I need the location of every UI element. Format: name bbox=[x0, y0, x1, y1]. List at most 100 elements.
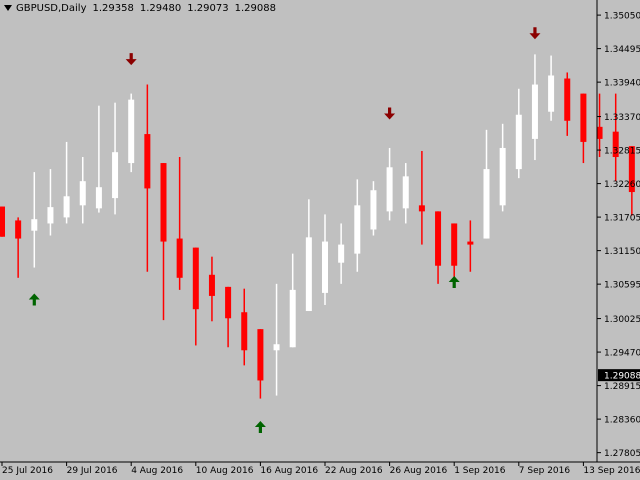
symbol-timeframe: GBPUSD,Daily bbox=[16, 2, 87, 14]
candle bbox=[548, 55, 555, 121]
candle-body bbox=[564, 78, 571, 121]
arrow-down-icon bbox=[125, 53, 137, 66]
candle bbox=[402, 163, 409, 224]
arrow-down-icon bbox=[529, 27, 541, 40]
candle-body bbox=[31, 219, 38, 231]
candle-body bbox=[418, 205, 425, 212]
price-label: 1.33940 bbox=[604, 79, 640, 89]
arrow-up-icon bbox=[254, 420, 266, 433]
candle-body bbox=[176, 238, 183, 278]
candle-body bbox=[305, 237, 312, 312]
date-label: 25 Jul 2016 bbox=[2, 466, 53, 476]
candle-body bbox=[47, 207, 54, 224]
date-label: 4 Aug 2016 bbox=[131, 466, 183, 476]
candle bbox=[354, 179, 361, 272]
arrow-down-icon bbox=[384, 107, 396, 120]
candle-body bbox=[144, 134, 151, 189]
candle bbox=[128, 93, 135, 173]
candle bbox=[15, 217, 22, 278]
candle-body bbox=[63, 196, 70, 218]
arrow-up-icon bbox=[448, 276, 460, 289]
candle bbox=[322, 214, 328, 305]
price-label: 1.32260 bbox=[604, 180, 640, 190]
candle-body bbox=[95, 187, 102, 209]
arrow-up-icon bbox=[28, 293, 40, 306]
price-label: 1.31705 bbox=[604, 214, 640, 224]
candle-body bbox=[386, 167, 393, 212]
candle-body bbox=[79, 181, 86, 206]
candle-body bbox=[515, 114, 522, 170]
candle bbox=[467, 220, 474, 272]
date-label: 7 Sep 2016 bbox=[519, 466, 571, 476]
current-price-marker bbox=[598, 369, 640, 382]
candle bbox=[305, 199, 312, 312]
candle bbox=[241, 288, 248, 366]
candle-body bbox=[612, 131, 619, 158]
candle bbox=[612, 93, 619, 182]
candle bbox=[192, 247, 199, 346]
date-label: 16 Aug 2016 bbox=[260, 466, 318, 476]
candle bbox=[580, 93, 587, 164]
ohlc-high: 1.29480 bbox=[139, 2, 182, 14]
candle bbox=[47, 169, 54, 236]
candle bbox=[144, 84, 151, 272]
ohlc-open: 1.29358 bbox=[92, 2, 134, 14]
candle-body bbox=[499, 147, 506, 206]
candle-body bbox=[128, 99, 135, 164]
date-label: 1 Sep 2016 bbox=[454, 466, 506, 476]
candle-body bbox=[467, 241, 474, 245]
price-label: 1.30595 bbox=[604, 281, 640, 291]
candle-body bbox=[208, 274, 215, 296]
current-price-label: 1.29088 bbox=[604, 372, 640, 382]
candle bbox=[257, 329, 264, 399]
caret-down-icon[interactable] bbox=[4, 5, 12, 11]
price-label: 1.32815 bbox=[604, 147, 640, 157]
ohlc-low: 1.29073 bbox=[187, 2, 229, 14]
candles-layer bbox=[0, 54, 635, 399]
candle bbox=[515, 88, 522, 179]
candle-body bbox=[322, 241, 328, 293]
candle bbox=[386, 147, 393, 221]
candle-body bbox=[402, 176, 409, 209]
candle bbox=[564, 72, 571, 136]
candle-body bbox=[257, 329, 264, 381]
candle-body bbox=[451, 223, 458, 266]
ohlc-close: 1.29088 bbox=[234, 2, 276, 14]
candle bbox=[112, 102, 119, 215]
candle-body bbox=[435, 211, 442, 266]
signals-layer bbox=[28, 27, 541, 433]
candle-body bbox=[338, 244, 345, 263]
time-axis: 25 Jul 2016 29 Jul 2016 4 Aug 2016 10 Aug 2… bbox=[1, 462, 640, 476]
candle-body bbox=[0, 206, 5, 237]
candle bbox=[483, 129, 490, 239]
candle-body bbox=[289, 289, 296, 348]
candle-body bbox=[354, 205, 361, 254]
candle bbox=[31, 172, 38, 268]
candle-body bbox=[273, 344, 280, 351]
candle-body bbox=[112, 152, 119, 199]
candle-body bbox=[160, 163, 167, 242]
candle-body bbox=[596, 126, 603, 139]
candle-body bbox=[225, 286, 232, 319]
candle-body bbox=[531, 84, 538, 139]
price-axis: 1.35050 1.34495 1.33940 1.33370 1.32815 1.322… bbox=[597, 12, 640, 459]
price-label: 1.34495 bbox=[604, 45, 640, 55]
price-label: 1.28360 bbox=[604, 416, 640, 426]
candle bbox=[338, 223, 345, 284]
candle bbox=[499, 123, 506, 212]
candle bbox=[531, 54, 538, 161]
candle-body bbox=[483, 169, 490, 239]
candle bbox=[435, 211, 442, 284]
price-label: 1.30025 bbox=[604, 315, 640, 325]
date-label: 22 Aug 2016 bbox=[325, 466, 383, 476]
candle-body bbox=[370, 190, 377, 230]
candle-body bbox=[241, 312, 248, 351]
candle bbox=[451, 223, 458, 284]
price-label: 1.33370 bbox=[604, 113, 640, 123]
candle-body bbox=[548, 75, 555, 112]
date-label: 29 Jul 2016 bbox=[67, 466, 118, 476]
chart-header: GBPUSD,Daily 1.29358 1.29480 1.29073 1.2… bbox=[0, 0, 282, 16]
candle bbox=[0, 206, 5, 237]
